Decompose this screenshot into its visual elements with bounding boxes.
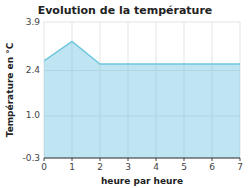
y-tick-label: -0.3: [22, 153, 40, 163]
x-tick-label: 2: [97, 162, 103, 172]
grid-line-y: [44, 22, 240, 23]
x-axis-line: [44, 158, 240, 159]
x-tick-label: 0: [41, 162, 47, 172]
chart-container: -0.3 1.0 2.4 3.9 0 1 2 3 4 5 6 7 Evolution de la tem…: [0, 0, 250, 188]
plot-area: [44, 41, 240, 158]
plot-background: [44, 22, 240, 158]
area-fill: [44, 41, 240, 158]
grid-line-y: [44, 158, 240, 159]
y-tick-label: 2.4: [26, 65, 41, 75]
x-tick-label: 3: [125, 162, 131, 172]
x-axis-label: heure par heure: [101, 176, 183, 186]
x-tick-label: 7: [237, 162, 243, 172]
y-tick-label: 3.9: [26, 17, 41, 27]
grid: [44, 22, 240, 158]
x-tick-label: 6: [209, 162, 215, 172]
ticks: -0.3 1.0 2.4 3.9 0 1 2 3 4 5 6 7: [22, 17, 242, 173]
y-tick-label: 1.0: [26, 110, 41, 120]
chart-svg: -0.3 1.0 2.4 3.9 0 1 2 3 4 5 6 7 Evolution de la tem…: [0, 0, 250, 188]
area-line: [44, 41, 240, 64]
chart-title: Evolution de la température: [38, 4, 213, 17]
y-axis-label: Température en °C: [5, 42, 15, 137]
x-tick-label: 5: [181, 162, 187, 172]
x-tick-label: 1: [69, 162, 75, 172]
x-tick-label: 4: [153, 162, 159, 172]
